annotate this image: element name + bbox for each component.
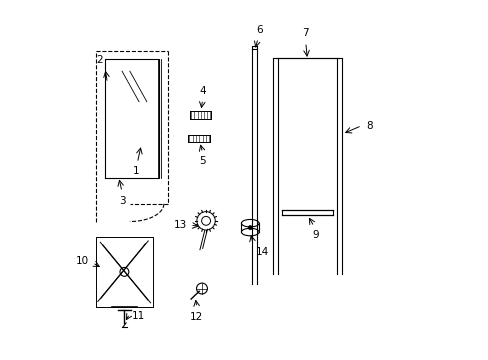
- Text: 9: 9: [312, 230, 319, 240]
- Text: 4: 4: [199, 86, 205, 96]
- Text: 10: 10: [76, 256, 89, 266]
- Text: 12: 12: [190, 312, 203, 322]
- Text: 14: 14: [255, 247, 268, 257]
- Text: 6: 6: [255, 26, 262, 35]
- Text: 1: 1: [132, 166, 139, 176]
- Text: 5: 5: [199, 156, 205, 166]
- Circle shape: [248, 226, 252, 230]
- Text: 8: 8: [365, 121, 372, 131]
- Text: 7: 7: [302, 28, 308, 38]
- Circle shape: [120, 267, 128, 276]
- Text: 2: 2: [96, 55, 102, 66]
- Text: 11: 11: [132, 311, 145, 321]
- Text: 3: 3: [119, 196, 125, 206]
- Text: 13: 13: [173, 220, 186, 230]
